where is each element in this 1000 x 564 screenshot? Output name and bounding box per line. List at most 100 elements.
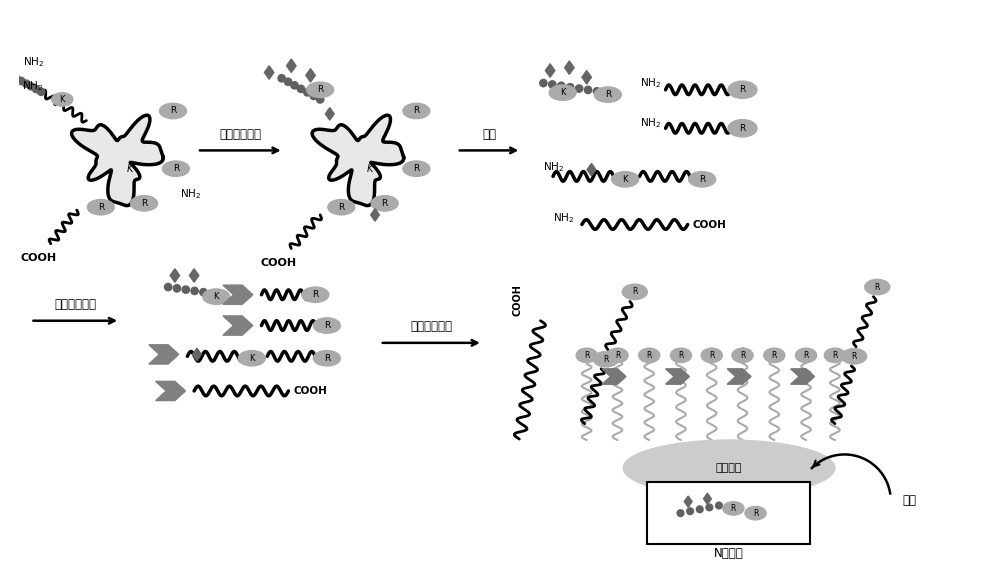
Polygon shape <box>587 164 596 176</box>
Circle shape <box>200 289 207 296</box>
Polygon shape <box>791 369 815 384</box>
Polygon shape <box>170 269 180 282</box>
Text: R: R <box>632 287 637 296</box>
Ellipse shape <box>371 196 398 211</box>
Ellipse shape <box>701 348 722 363</box>
Text: R: R <box>173 164 179 173</box>
Ellipse shape <box>764 348 785 363</box>
Text: R: R <box>413 107 419 116</box>
Circle shape <box>706 504 713 511</box>
Ellipse shape <box>403 103 430 118</box>
Ellipse shape <box>87 200 114 215</box>
Ellipse shape <box>723 501 744 515</box>
Circle shape <box>584 86 592 94</box>
Ellipse shape <box>623 440 835 496</box>
Circle shape <box>12 74 20 82</box>
Text: R: R <box>709 351 714 360</box>
Text: COOH: COOH <box>293 386 327 396</box>
Text: R: R <box>338 202 344 212</box>
Polygon shape <box>602 369 626 384</box>
Polygon shape <box>704 493 711 504</box>
Circle shape <box>284 78 292 85</box>
Polygon shape <box>72 115 163 206</box>
Ellipse shape <box>639 348 660 363</box>
Text: R: R <box>317 85 323 94</box>
Text: R: R <box>170 107 176 116</box>
Text: R: R <box>647 351 652 360</box>
Text: R: R <box>875 283 880 292</box>
Text: 洗脱: 洗脱 <box>902 494 916 507</box>
Text: K: K <box>249 354 255 363</box>
Text: R: R <box>381 199 388 208</box>
Circle shape <box>278 74 285 82</box>
Ellipse shape <box>612 171 639 187</box>
Ellipse shape <box>328 200 355 215</box>
Text: R: R <box>141 199 147 208</box>
Circle shape <box>209 290 216 297</box>
Circle shape <box>575 85 583 92</box>
Text: R: R <box>584 351 589 360</box>
Ellipse shape <box>162 161 189 177</box>
Ellipse shape <box>313 318 340 333</box>
Text: K: K <box>60 95 65 104</box>
Polygon shape <box>156 381 185 400</box>
Ellipse shape <box>403 161 430 177</box>
Polygon shape <box>371 209 379 221</box>
Circle shape <box>540 80 547 87</box>
Text: R: R <box>699 175 705 184</box>
Ellipse shape <box>594 87 621 102</box>
Polygon shape <box>684 496 692 507</box>
Text: COOH: COOH <box>261 258 297 268</box>
Circle shape <box>217 291 225 298</box>
Ellipse shape <box>313 351 340 366</box>
Polygon shape <box>223 316 253 335</box>
Text: NH$_2$: NH$_2$ <box>640 117 661 130</box>
Polygon shape <box>264 66 274 79</box>
Text: R: R <box>739 124 746 133</box>
Circle shape <box>677 510 684 517</box>
Text: 酶解: 酶解 <box>482 128 496 141</box>
Text: K: K <box>367 164 373 174</box>
Text: NH$_2$: NH$_2$ <box>640 76 661 90</box>
Text: NH$_2$: NH$_2$ <box>180 187 201 201</box>
Text: R: R <box>413 164 419 173</box>
Polygon shape <box>193 348 201 360</box>
Text: R: R <box>740 351 745 360</box>
Text: R: R <box>678 351 684 360</box>
Polygon shape <box>727 369 751 384</box>
Circle shape <box>17 77 25 85</box>
Text: R: R <box>615 351 620 360</box>
Ellipse shape <box>689 171 716 187</box>
Circle shape <box>567 83 574 91</box>
Circle shape <box>316 96 324 103</box>
Text: COOH: COOH <box>693 219 726 230</box>
Circle shape <box>27 83 35 90</box>
Ellipse shape <box>795 348 817 363</box>
Text: COOH: COOH <box>20 253 56 263</box>
Ellipse shape <box>302 287 329 302</box>
Polygon shape <box>306 69 315 82</box>
Ellipse shape <box>159 103 186 118</box>
Polygon shape <box>223 285 253 305</box>
Text: R: R <box>312 290 318 299</box>
Ellipse shape <box>607 348 628 363</box>
Polygon shape <box>545 64 555 77</box>
Circle shape <box>310 92 317 100</box>
Circle shape <box>182 286 189 293</box>
Text: R: R <box>803 351 809 360</box>
Text: 标记疏水基团: 标记疏水基团 <box>54 298 96 311</box>
Circle shape <box>602 89 610 96</box>
Ellipse shape <box>865 279 890 295</box>
FancyBboxPatch shape <box>647 482 810 544</box>
Circle shape <box>593 87 601 95</box>
Circle shape <box>37 88 45 95</box>
Text: NH$_2$: NH$_2$ <box>22 79 43 93</box>
Ellipse shape <box>842 349 867 364</box>
Circle shape <box>32 85 40 92</box>
Text: K: K <box>622 175 628 184</box>
Circle shape <box>558 82 565 90</box>
Polygon shape <box>149 345 179 364</box>
Text: R: R <box>731 504 736 513</box>
Ellipse shape <box>238 351 265 366</box>
Text: R: R <box>832 351 838 360</box>
